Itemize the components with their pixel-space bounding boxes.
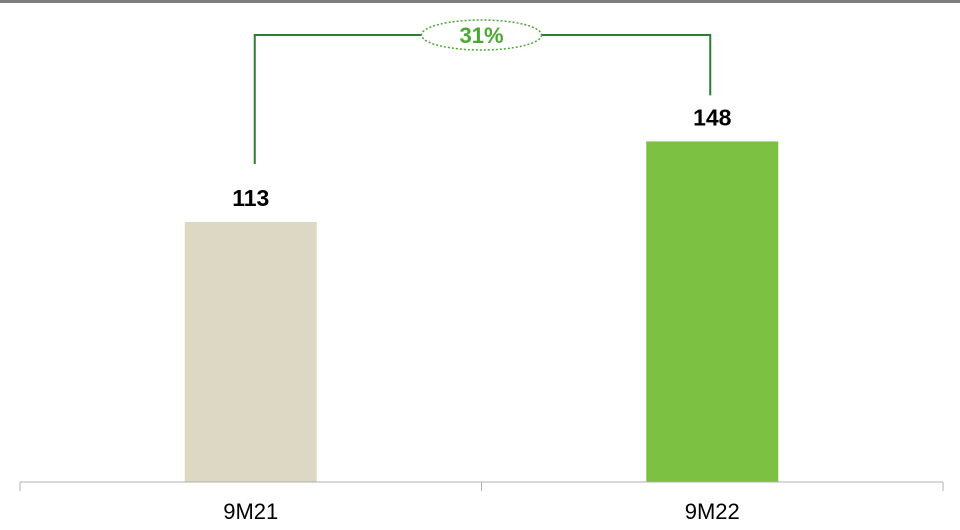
tick-label-9M22: 9M22 [685, 499, 740, 524]
top-rule [0, 0, 960, 3]
growth-annotation: 31% [253, 19, 712, 164]
growth-bracket-left [253, 34, 422, 164]
tick-label-9M21: 9M21 [223, 499, 278, 524]
bars [184, 141, 779, 482]
growth-percent-label: 31% [459, 23, 503, 48]
value-label-9M21: 113 [232, 185, 269, 211]
value-labels: 113 148 [232, 104, 731, 211]
x-axis [19, 481, 944, 491]
growth-ellipse [420, 19, 543, 51]
bar-9M22 [646, 141, 779, 482]
growth-bracket-right [541, 34, 712, 96]
bar-9M21 [184, 221, 317, 482]
x-tick-labels: 9M21 9M22 [223, 499, 740, 524]
value-label-9M22: 148 [693, 104, 732, 130]
